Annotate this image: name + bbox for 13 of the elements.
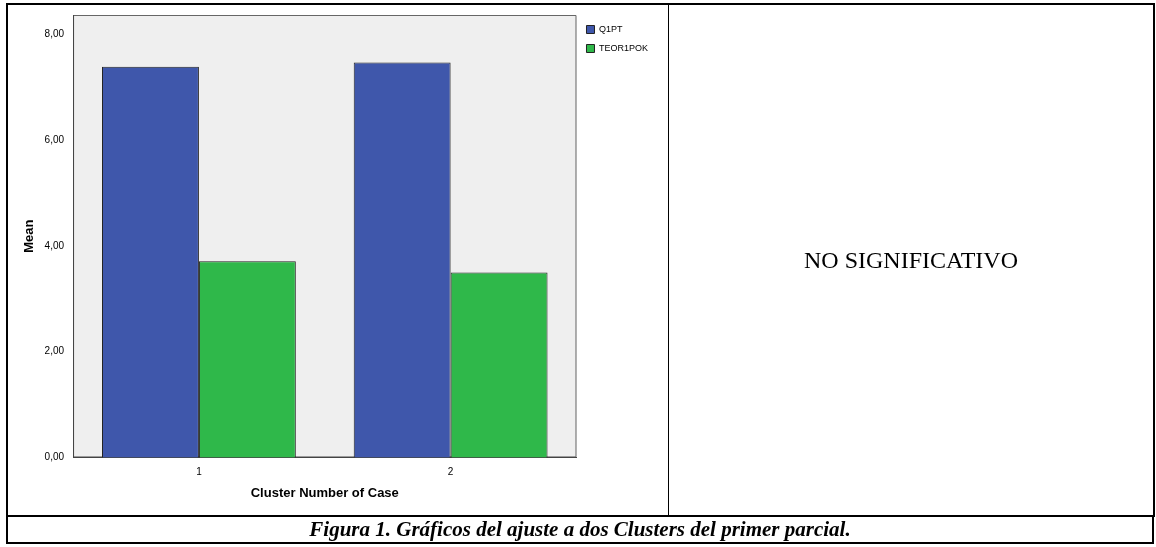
text: NO SIGNIFICATIVO: [668, 3, 1155, 517]
y-tick-label: 8,00: [44, 28, 65, 40]
text: Figura 1. Gráficos del ajuste a dos Clusters del primer parcial.: [6, 515, 1154, 544]
y-axis-title: Mean: [21, 219, 37, 253]
legend-label: Q1PT: [598, 23, 623, 34]
y-tick-label: 2,00: [44, 345, 65, 357]
legend-label: TEOR1POK: [598, 42, 648, 53]
y-tick-label: 4,00: [44, 239, 65, 251]
x-tick-label: 2: [447, 466, 454, 478]
y-tick-label: 0,00: [44, 451, 65, 463]
x-axis-title: Cluster Number of Case: [250, 484, 399, 500]
y-tick-label: 6,00: [44, 134, 65, 146]
x-tick-label: 1: [196, 466, 203, 478]
